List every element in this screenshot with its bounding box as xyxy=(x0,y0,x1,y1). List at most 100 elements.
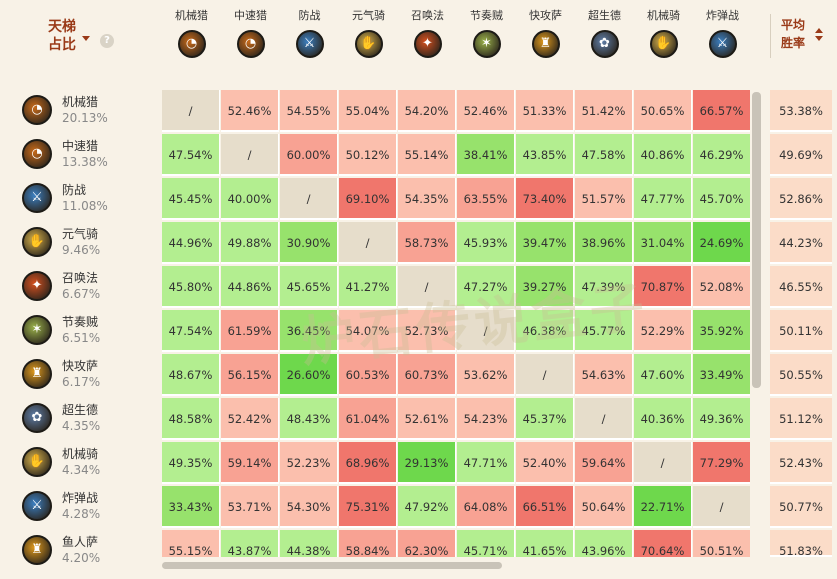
matchup-cell[interactable]: 68.96% xyxy=(339,442,397,484)
help-icon[interactable]: ? xyxy=(100,34,114,48)
matchup-cell[interactable]: 47.77% xyxy=(634,178,692,220)
matchup-cell[interactable]: / xyxy=(457,310,515,352)
column-header-4[interactable]: 元气骑 ✋ xyxy=(339,8,398,64)
matchup-cell[interactable]: 41.27% xyxy=(339,266,397,308)
matchup-cell[interactable]: 31.04% xyxy=(634,222,692,264)
matchup-cell[interactable]: 44.38% xyxy=(280,530,338,557)
matchup-cell[interactable]: 40.00% xyxy=(221,178,279,220)
matchup-cell[interactable]: 48.58% xyxy=(162,398,220,440)
matchup-cell[interactable]: 51.33% xyxy=(516,90,574,132)
matchup-cell[interactable]: 52.46% xyxy=(221,90,279,132)
row-header-9[interactable]: ✋ 机械骑 4.34% xyxy=(18,442,158,482)
matchup-cell[interactable]: 48.43% xyxy=(280,398,338,440)
matchup-cell[interactable]: 52.61% xyxy=(398,398,456,440)
matchup-cell[interactable]: 43.96% xyxy=(575,530,633,557)
vertical-scrollbar[interactable] xyxy=(752,92,761,388)
matchup-cell[interactable]: / xyxy=(575,398,633,440)
matchup-cell[interactable]: 52.29% xyxy=(634,310,692,352)
matchup-cell[interactable]: 77.29% xyxy=(693,442,750,484)
row-header-8[interactable]: ✿ 超生德 4.35% xyxy=(18,398,158,438)
matchup-cell[interactable]: 54.55% xyxy=(280,90,338,132)
matchup-cell[interactable]: 52.40% xyxy=(516,442,574,484)
matchup-cell[interactable]: 35.92% xyxy=(693,310,750,352)
matchup-cell[interactable]: 43.85% xyxy=(516,134,574,176)
matchup-cell[interactable]: 53.62% xyxy=(457,354,515,396)
matchup-cell[interactable]: 49.88% xyxy=(221,222,279,264)
sort-toggle-icon[interactable] xyxy=(815,28,823,42)
matchup-cell[interactable]: 59.64% xyxy=(575,442,633,484)
matchup-cell[interactable]: 22.71% xyxy=(634,486,692,528)
matchup-cell[interactable]: 26.60% xyxy=(280,354,338,396)
matchup-cell[interactable]: 47.54% xyxy=(162,310,220,352)
column-header-9[interactable]: 机械骑 ✋ xyxy=(634,8,693,64)
row-header-10[interactable]: ⚔ 炸弹战 4.28% xyxy=(18,486,158,526)
matchup-cell[interactable]: 60.00% xyxy=(280,134,338,176)
matchup-cell[interactable]: 55.14% xyxy=(398,134,456,176)
row-header-3[interactable]: ⚔ 防战 11.08% xyxy=(18,178,158,218)
matchup-cell[interactable]: 45.70% xyxy=(693,178,750,220)
row-header-7[interactable]: ♜ 快攻萨 6.17% xyxy=(18,354,158,394)
matchup-cell[interactable]: 52.42% xyxy=(221,398,279,440)
matchup-cell[interactable]: 44.96% xyxy=(162,222,220,264)
matchup-cell[interactable]: 46.29% xyxy=(693,134,750,176)
matchup-cell[interactable]: 41.65% xyxy=(516,530,574,557)
column-header-5[interactable]: 召唤法 ✦ xyxy=(398,8,457,64)
matchup-cell[interactable]: 46.38% xyxy=(516,310,574,352)
matchup-cell[interactable]: 73.40% xyxy=(516,178,574,220)
matchup-cell[interactable]: 54.23% xyxy=(457,398,515,440)
row-header-4[interactable]: ✋ 元气骑 9.46% xyxy=(18,222,158,262)
matchup-cell[interactable]: / xyxy=(280,178,338,220)
matchup-cell[interactable]: 30.90% xyxy=(280,222,338,264)
matchup-cell[interactable]: 38.41% xyxy=(457,134,515,176)
matchup-cell[interactable]: 47.39% xyxy=(575,266,633,308)
matchup-cell[interactable]: 47.71% xyxy=(457,442,515,484)
matchup-cell[interactable]: 69.10% xyxy=(339,178,397,220)
column-header-8[interactable]: 超生德 ✿ xyxy=(575,8,634,64)
matchup-cell[interactable]: 62.30% xyxy=(398,530,456,557)
column-header-3[interactable]: 防战 ⚔ xyxy=(280,8,339,64)
matchup-cell[interactable]: 52.46% xyxy=(457,90,515,132)
matchup-cell[interactable]: 45.37% xyxy=(516,398,574,440)
matchup-cell[interactable]: / xyxy=(162,90,220,132)
matchup-cell[interactable]: 56.15% xyxy=(221,354,279,396)
matchup-cell[interactable]: 47.60% xyxy=(634,354,692,396)
matchup-cell[interactable]: 50.12% xyxy=(339,134,397,176)
matchup-cell[interactable]: 59.14% xyxy=(221,442,279,484)
matchup-cell[interactable]: / xyxy=(693,486,750,528)
matchup-cell[interactable]: 33.43% xyxy=(162,486,220,528)
matchup-cell[interactable]: 49.36% xyxy=(693,398,750,440)
matchup-cell[interactable]: 45.65% xyxy=(280,266,338,308)
matchup-cell[interactable]: 58.73% xyxy=(398,222,456,264)
matchup-cell[interactable]: 48.67% xyxy=(162,354,220,396)
matchup-cell[interactable]: 43.87% xyxy=(221,530,279,557)
matchup-cell[interactable]: 47.58% xyxy=(575,134,633,176)
matchup-cell[interactable]: 60.73% xyxy=(398,354,456,396)
matchup-cell[interactable]: 54.20% xyxy=(398,90,456,132)
matchup-cell[interactable]: 55.15% xyxy=(162,530,220,557)
matchup-cell[interactable]: 70.64% xyxy=(634,530,692,557)
matchup-cell[interactable]: / xyxy=(221,134,279,176)
matchup-cell[interactable]: 36.45% xyxy=(280,310,338,352)
sort-down-icon[interactable] xyxy=(82,36,90,41)
matchup-cell[interactable]: 50.65% xyxy=(634,90,692,132)
row-header-2[interactable]: ◔ 中速猎 13.38% xyxy=(18,134,158,174)
matchup-cell[interactable]: 54.30% xyxy=(280,486,338,528)
matchup-cell[interactable]: / xyxy=(339,222,397,264)
matchup-cell[interactable]: 47.92% xyxy=(398,486,456,528)
matchup-cell[interactable]: 51.57% xyxy=(575,178,633,220)
matchup-cell[interactable]: 53.71% xyxy=(221,486,279,528)
matchup-cell[interactable]: 45.80% xyxy=(162,266,220,308)
column-header-2[interactable]: 中速猎 ◔ xyxy=(221,8,280,64)
matchup-cell[interactable]: 45.93% xyxy=(457,222,515,264)
matchup-cell[interactable]: / xyxy=(634,442,692,484)
matchup-cell[interactable]: 66.57% xyxy=(693,90,750,132)
matchup-cell[interactable]: 40.36% xyxy=(634,398,692,440)
matchup-cell[interactable]: 52.23% xyxy=(280,442,338,484)
ladder-share-header[interactable]: 天梯占比 ? xyxy=(30,14,120,64)
matchup-cell[interactable]: 40.86% xyxy=(634,134,692,176)
matchup-cell[interactable]: 45.71% xyxy=(457,530,515,557)
matchup-cell[interactable]: 55.04% xyxy=(339,90,397,132)
matchup-cell[interactable]: 45.77% xyxy=(575,310,633,352)
matchup-cell[interactable]: 70.87% xyxy=(634,266,692,308)
matchup-cell[interactable]: 24.69% xyxy=(693,222,750,264)
